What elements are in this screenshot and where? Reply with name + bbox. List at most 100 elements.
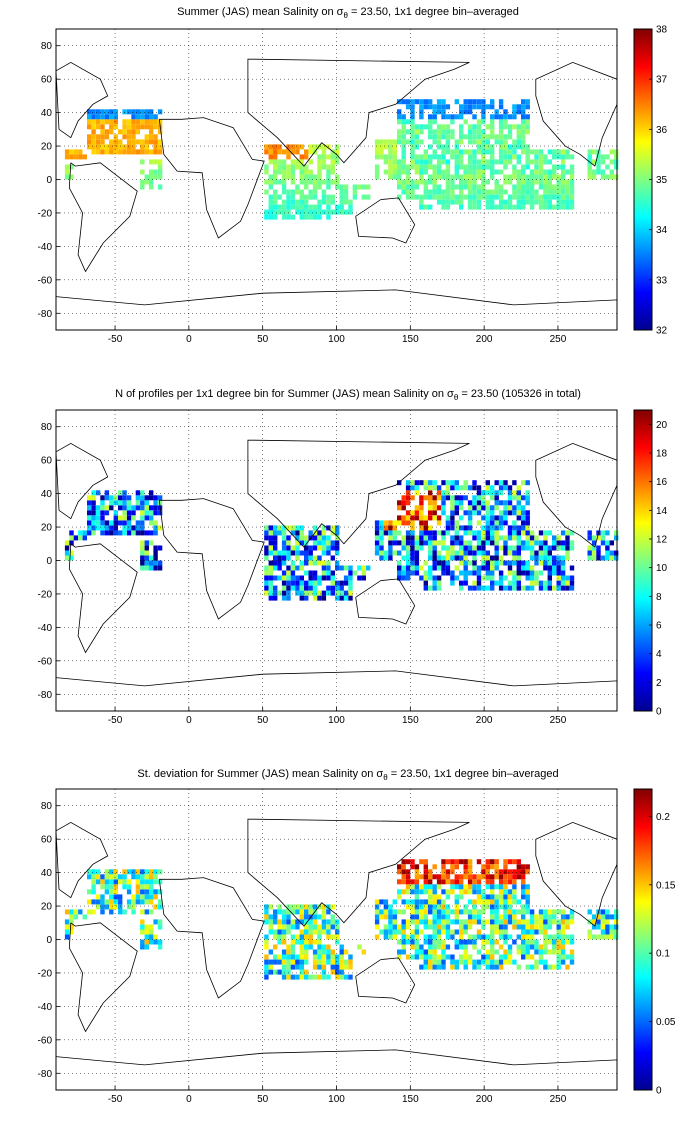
data-cell: [481, 129, 486, 135]
data-cell: [153, 505, 158, 511]
data-cell: [525, 894, 530, 900]
data-cell: [428, 565, 433, 571]
data-cell: [503, 515, 508, 521]
data-cell: [507, 154, 513, 160]
data-cell: [304, 179, 309, 185]
data-cell: [317, 934, 322, 940]
data-cell: [118, 500, 123, 506]
colorbar-gradient: [633, 409, 653, 712]
data-cell: [109, 144, 114, 150]
data-cell: [419, 505, 424, 511]
data-cell: [503, 550, 508, 556]
data-cell: [490, 899, 495, 905]
data-cell: [330, 154, 335, 160]
data-cell: [445, 189, 451, 195]
data-cell: [423, 904, 428, 910]
data-cell: [600, 540, 606, 546]
data-cell: [498, 904, 504, 910]
data-cell: [534, 174, 539, 180]
data-cell: [490, 104, 495, 110]
data-cell: [326, 560, 331, 566]
data-cell: [428, 154, 433, 160]
data-cell: [339, 944, 344, 950]
data-cell: [100, 119, 105, 125]
data-cell: [547, 174, 552, 180]
data-cell: [405, 560, 411, 566]
data-cell: [498, 510, 504, 516]
data-cell: [131, 144, 136, 150]
data-cell: [543, 535, 548, 541]
data-cell: [432, 540, 437, 546]
data-cell: [463, 954, 468, 960]
data-cell: [157, 924, 163, 930]
data-cell: [445, 555, 451, 561]
data-cell: [498, 500, 504, 506]
data-cell: [131, 129, 136, 135]
data-cell: [317, 540, 322, 546]
data-cell: [498, 894, 504, 900]
data-cell: [609, 174, 614, 180]
data-cell: [100, 114, 105, 120]
data-cell: [441, 104, 446, 110]
data-cell: [144, 510, 149, 516]
data-cell: [432, 939, 437, 945]
data-cell: [472, 914, 477, 920]
data-cell: [494, 490, 499, 496]
data-cell: [392, 914, 397, 920]
data-cell: [330, 904, 335, 910]
data-cell: [374, 550, 380, 556]
data-cell: [481, 139, 486, 145]
data-cell: [476, 889, 482, 895]
data-cell: [428, 104, 433, 110]
data-cell: [521, 114, 526, 120]
data-cell: [441, 149, 446, 155]
data-cell: [383, 909, 389, 915]
data-cell: [299, 919, 304, 925]
data-cell: [516, 555, 521, 561]
data-cell: [432, 580, 437, 586]
data-cell: [490, 964, 495, 970]
data-cell: [264, 969, 269, 975]
data-cell: [538, 545, 544, 551]
data-cell: [472, 164, 477, 170]
data-cell: [476, 174, 482, 180]
data-cell: [525, 964, 530, 970]
data-cell: [100, 899, 105, 905]
data-cell: [503, 109, 508, 115]
data-cell: [560, 959, 566, 965]
data-cell: [95, 894, 101, 900]
data-cell: [503, 179, 508, 185]
data-cell: [109, 520, 114, 526]
data-cell: [490, 585, 495, 591]
data-cell: [405, 99, 411, 105]
data-cell: [423, 189, 428, 195]
data-cell: [481, 545, 486, 551]
data-cell: [436, 964, 442, 970]
data-cell: [512, 924, 517, 930]
data-cell: [467, 919, 473, 925]
data-cell: [512, 580, 517, 586]
data-cell: [419, 530, 424, 536]
data-cell: [534, 949, 539, 955]
data-cell: [423, 154, 428, 160]
data-cell: [516, 490, 521, 496]
data-cell: [397, 174, 402, 180]
data-cell: [432, 164, 437, 170]
data-cell: [441, 144, 446, 150]
data-cell: [516, 495, 521, 501]
y-tick-label: 20: [41, 142, 53, 153]
data-cell: [374, 169, 380, 175]
data-cell: [264, 179, 269, 185]
data-cell: [144, 909, 149, 915]
data-cell: [498, 964, 504, 970]
data-cell: [538, 585, 544, 591]
data-cell: [441, 480, 446, 486]
data-cell: [494, 859, 499, 865]
data-cell: [454, 510, 459, 516]
data-cell: [113, 134, 118, 140]
data-cell: [312, 545, 318, 551]
data-cell: [383, 530, 389, 536]
data-cell: [423, 914, 428, 920]
data-cell: [600, 555, 606, 561]
data-cell: [419, 874, 424, 880]
